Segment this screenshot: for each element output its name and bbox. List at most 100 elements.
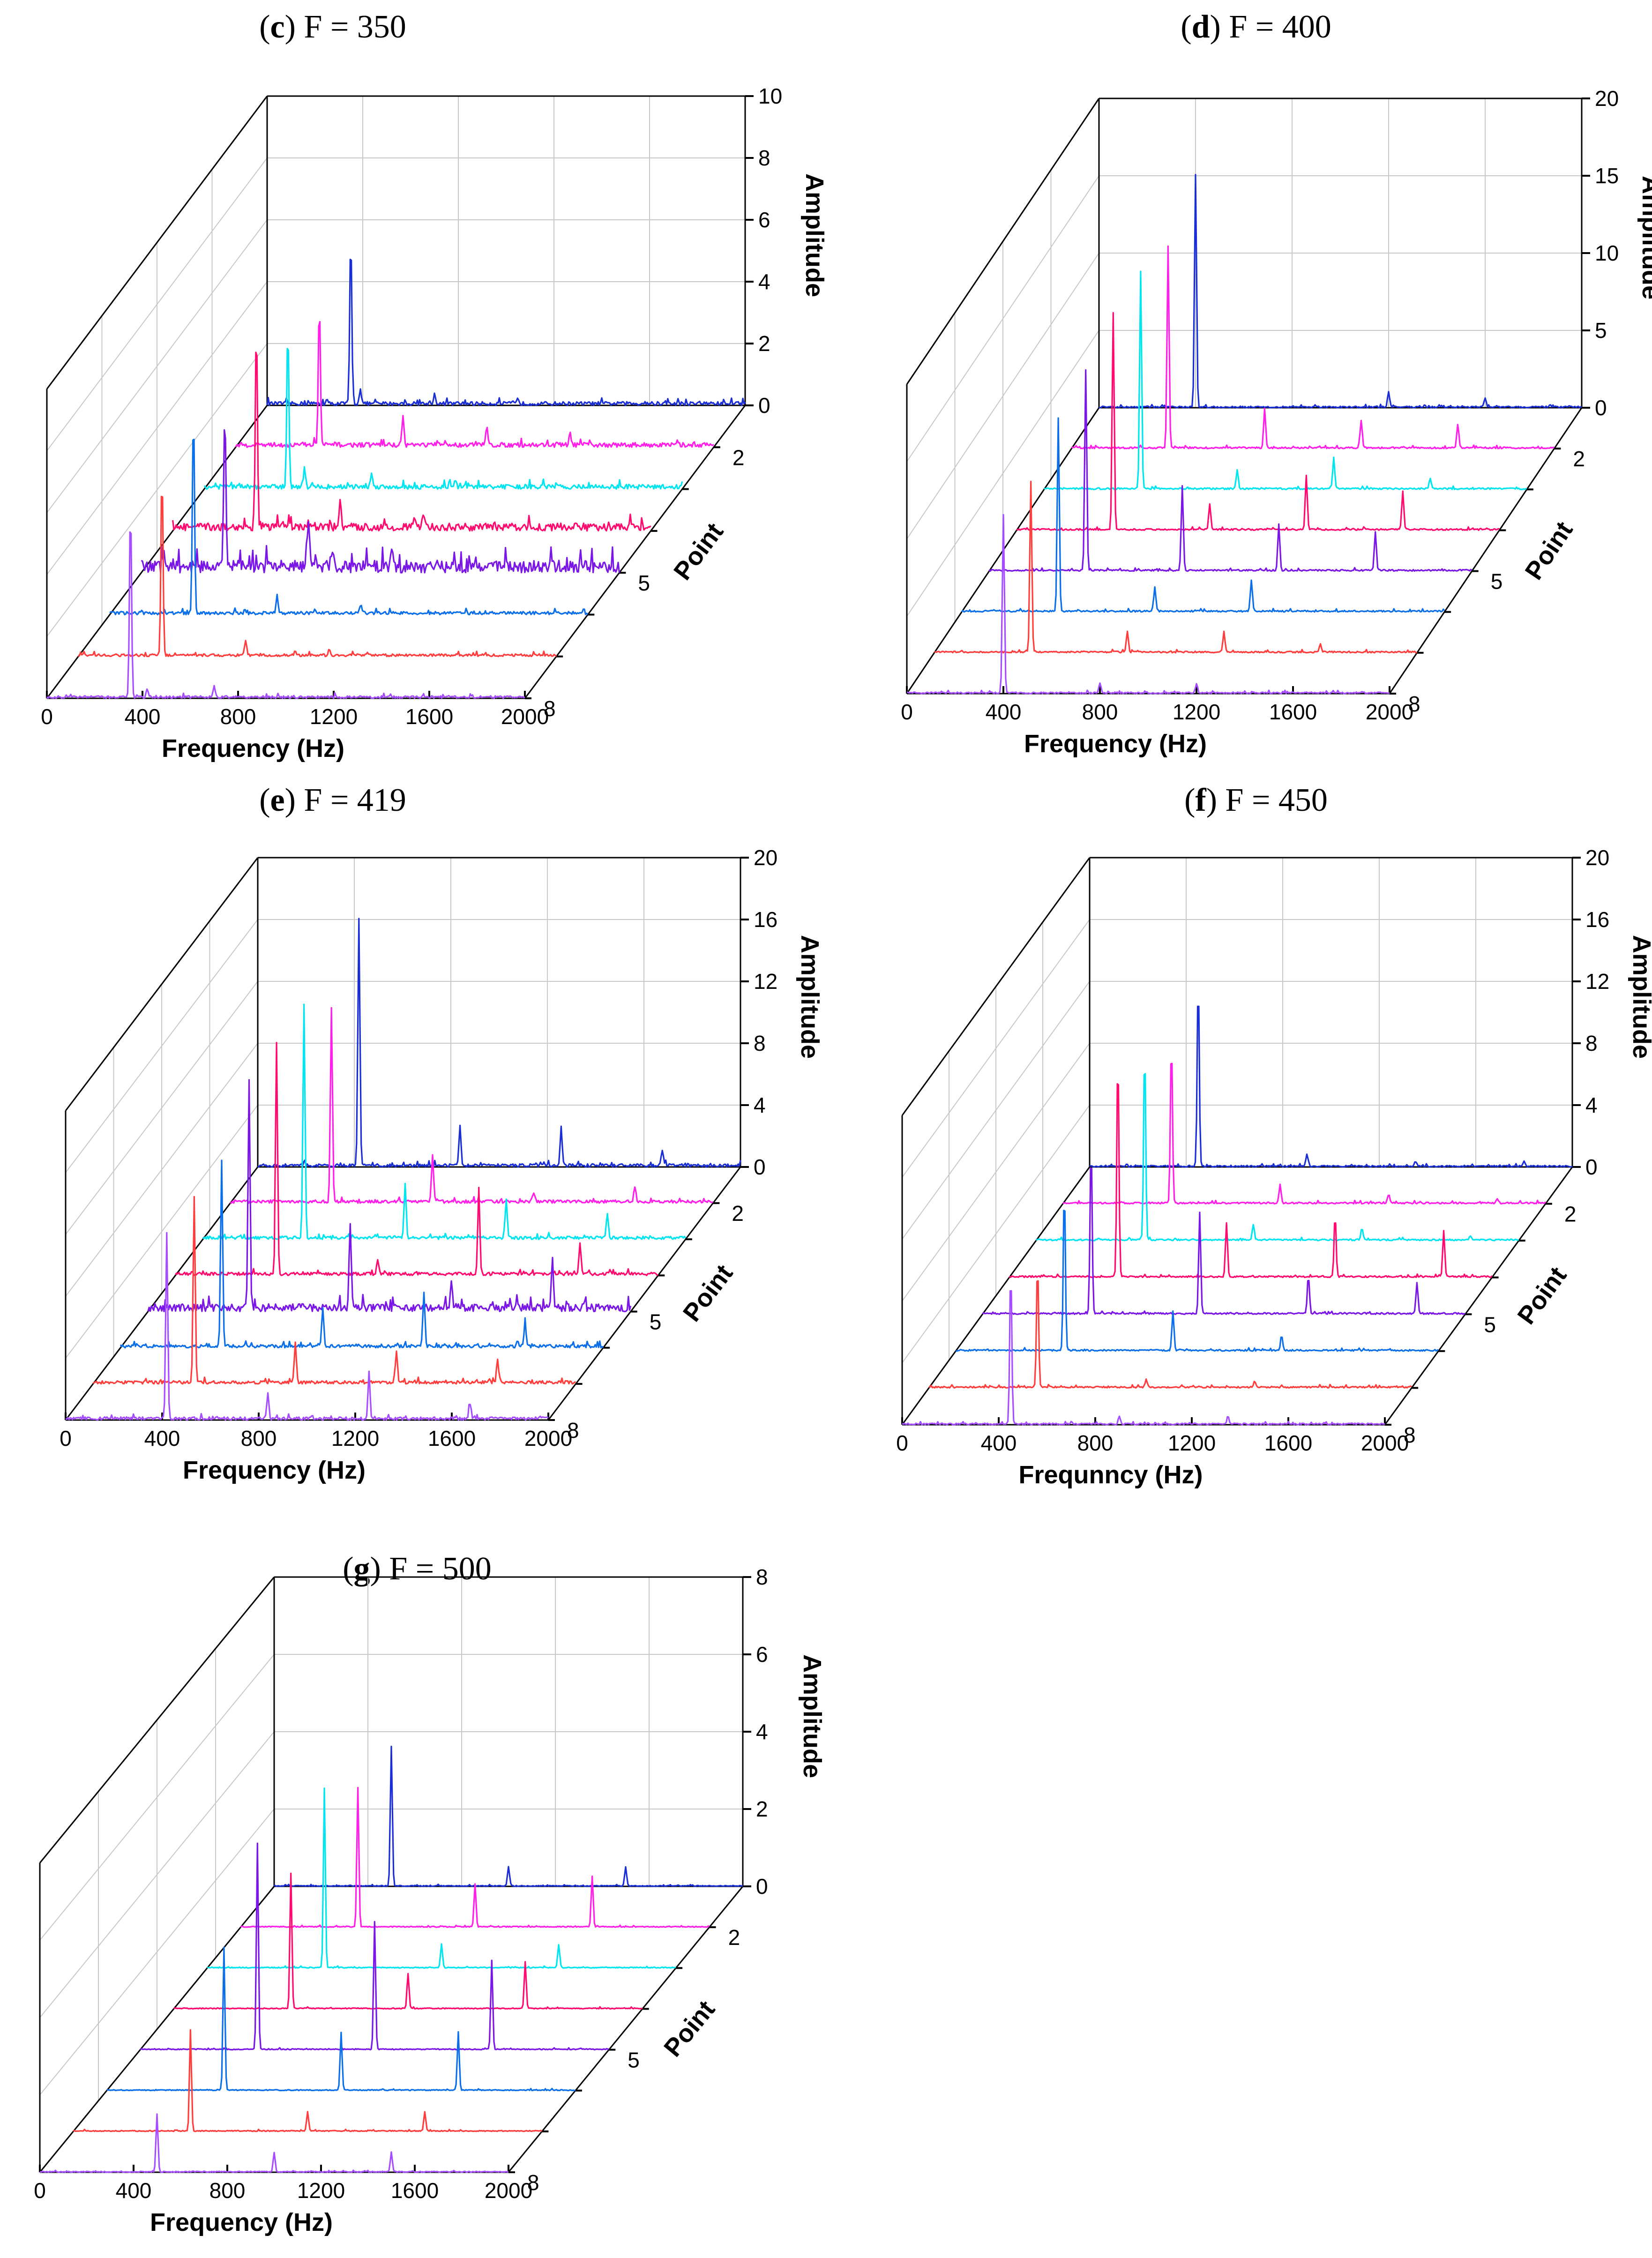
panel-title-e: (e) F = 419 [259, 782, 406, 818]
spectrum-point-7 [93, 1196, 576, 1385]
z-tick-label: 4 [756, 1720, 768, 1744]
chart-panel-g: (g) F = 500 0 400 800 1200 1600 2000 Frequency … [34, 1551, 826, 2236]
spectrum-point-8 [39, 2113, 509, 2173]
z-tick-label: 5 [1595, 318, 1607, 343]
x-tick-label: 2000 [501, 704, 549, 729]
x-tick-label: 1600 [405, 704, 453, 729]
spectrum-point-3 [203, 348, 683, 490]
axis-box-edge [39, 1886, 275, 2173]
x-tick-label: 0 [896, 1431, 908, 1455]
spectrum-point-5 [982, 1167, 1465, 1315]
x-tick-label: 1600 [1269, 700, 1317, 724]
point-tick-label: 2 [732, 1201, 744, 1226]
point-axis-title: Point [668, 518, 729, 585]
spectrum-point-7 [928, 1280, 1412, 1389]
z-tick-label: 20 [1585, 845, 1609, 870]
x-tick-label: 2000 [524, 1426, 572, 1451]
x-axis-title: Frequency (Hz) [183, 1456, 366, 1484]
spectrum-point-6 [961, 417, 1445, 613]
spectrum-point-4 [1009, 1083, 1493, 1279]
x-tick-label: 400 [116, 2178, 152, 2203]
x-tick-label: 1200 [1173, 700, 1220, 724]
spectrum-point-8 [65, 1232, 549, 1421]
spectrum-point-1 [274, 1745, 743, 1887]
spectrum-point-3 [202, 1003, 687, 1240]
z-tick-label: 4 [758, 269, 770, 294]
z-tick-label: 8 [754, 1031, 766, 1055]
x-tick-label: 800 [220, 704, 256, 729]
spectrum-point-4 [173, 1872, 643, 2010]
point-axis-title: Point [1512, 1262, 1572, 1329]
x-tick-label: 2000 [1366, 700, 1413, 724]
z-tick-label: 4 [754, 1093, 766, 1117]
z-axis-title: Amplitude [796, 935, 824, 1059]
spectrum-point-2 [1071, 245, 1555, 449]
spectrum-point-5 [141, 429, 620, 574]
panel-letter: f [1195, 782, 1206, 818]
spectrum-point-8 [46, 531, 525, 699]
spectrum-point-4 [1016, 312, 1500, 531]
point-tick-label: 2 [1573, 447, 1585, 471]
z-tick-label: 0 [1595, 396, 1607, 420]
axis-box-edge [46, 96, 268, 389]
axis-box-edge [1389, 407, 1583, 694]
axis-box-edge [901, 1166, 1091, 1425]
spectrum-point-7 [73, 2029, 543, 2132]
point-axis-title: Point [1520, 516, 1578, 585]
z-tick-label: 8 [756, 1565, 768, 1589]
axis-box-edge [524, 405, 746, 699]
z-tick-label: 6 [756, 1642, 768, 1667]
axis-box-edge [65, 1166, 259, 1421]
axis-box-edge [65, 857, 259, 1111]
panel-title-f: (f) F = 450 [1184, 782, 1328, 818]
z-tick-label: 8 [758, 146, 770, 170]
chart-panel-f: (f) F = 450 0 400 800 1200 1600 2000 Frequnncy … [896, 782, 1652, 1489]
x-tick-label: 400 [981, 1431, 1017, 1455]
x-tick-label: 1600 [391, 2178, 439, 2203]
spectrum-point-1 [1099, 174, 1582, 409]
z-tick-label: 0 [1585, 1155, 1598, 1179]
spectrum-point-7 [934, 480, 1417, 654]
spectrum-point-8 [902, 1290, 1385, 1426]
x-axis-title: Frequnncy (Hz) [1018, 1461, 1203, 1489]
x-tick-label: 0 [60, 1426, 72, 1451]
z-tick-label: 12 [1585, 969, 1609, 994]
x-tick-label: 1600 [1264, 1431, 1312, 1455]
point-tick-label: 2 [733, 445, 745, 470]
x-tick-label: 2000 [485, 2178, 532, 2203]
axis-box-edge [901, 857, 1091, 1116]
point-tick-label: 5 [650, 1310, 662, 1334]
point-tick-label: 8 [1408, 692, 1420, 716]
z-tick-label: 2 [756, 1797, 768, 1821]
spectrum-point-1 [266, 258, 746, 406]
z-tick-label: 20 [1595, 86, 1619, 111]
point-tick-label: 8 [527, 2170, 539, 2195]
point-tick-label: 8 [567, 1418, 579, 1443]
spectrum-point-4 [175, 1042, 658, 1276]
panel-title-d: (d) F = 400 [1181, 9, 1331, 45]
x-tick-label: 800 [1077, 1431, 1114, 1455]
x-tick-label: 0 [34, 2178, 46, 2203]
x-tick-label: 1200 [331, 1426, 379, 1451]
spectrum-point-2 [230, 1007, 714, 1204]
spectrum-point-2 [1062, 1062, 1547, 1205]
spectrum-point-6 [120, 1159, 604, 1349]
chart-panel-c: (c) F = 350 0 400 800 1200 1600 2000 Frequency … [41, 9, 829, 763]
point-tick-label: 2 [1564, 1202, 1577, 1226]
z-tick-label: 16 [754, 907, 777, 932]
point-tick-label: 5 [638, 571, 650, 595]
spectrum-point-3 [207, 1787, 676, 1969]
point-axis-title: Point [678, 1259, 738, 1327]
panel-letter: g [354, 1551, 370, 1587]
z-axis-title: Amplitude [800, 173, 829, 297]
axis-box-edge [46, 405, 268, 699]
spectrum-point-7 [78, 495, 557, 658]
x-axis-title: Frequency (Hz) [162, 734, 344, 763]
spectrum-point-8 [906, 514, 1390, 695]
axis-box-edge [906, 98, 1100, 385]
x-tick-label: 2000 [1361, 1431, 1409, 1455]
point-axis-title: Point [658, 1995, 720, 2062]
point-tick-label: 2 [728, 1925, 740, 1950]
spectrum-point-1 [258, 918, 741, 1168]
